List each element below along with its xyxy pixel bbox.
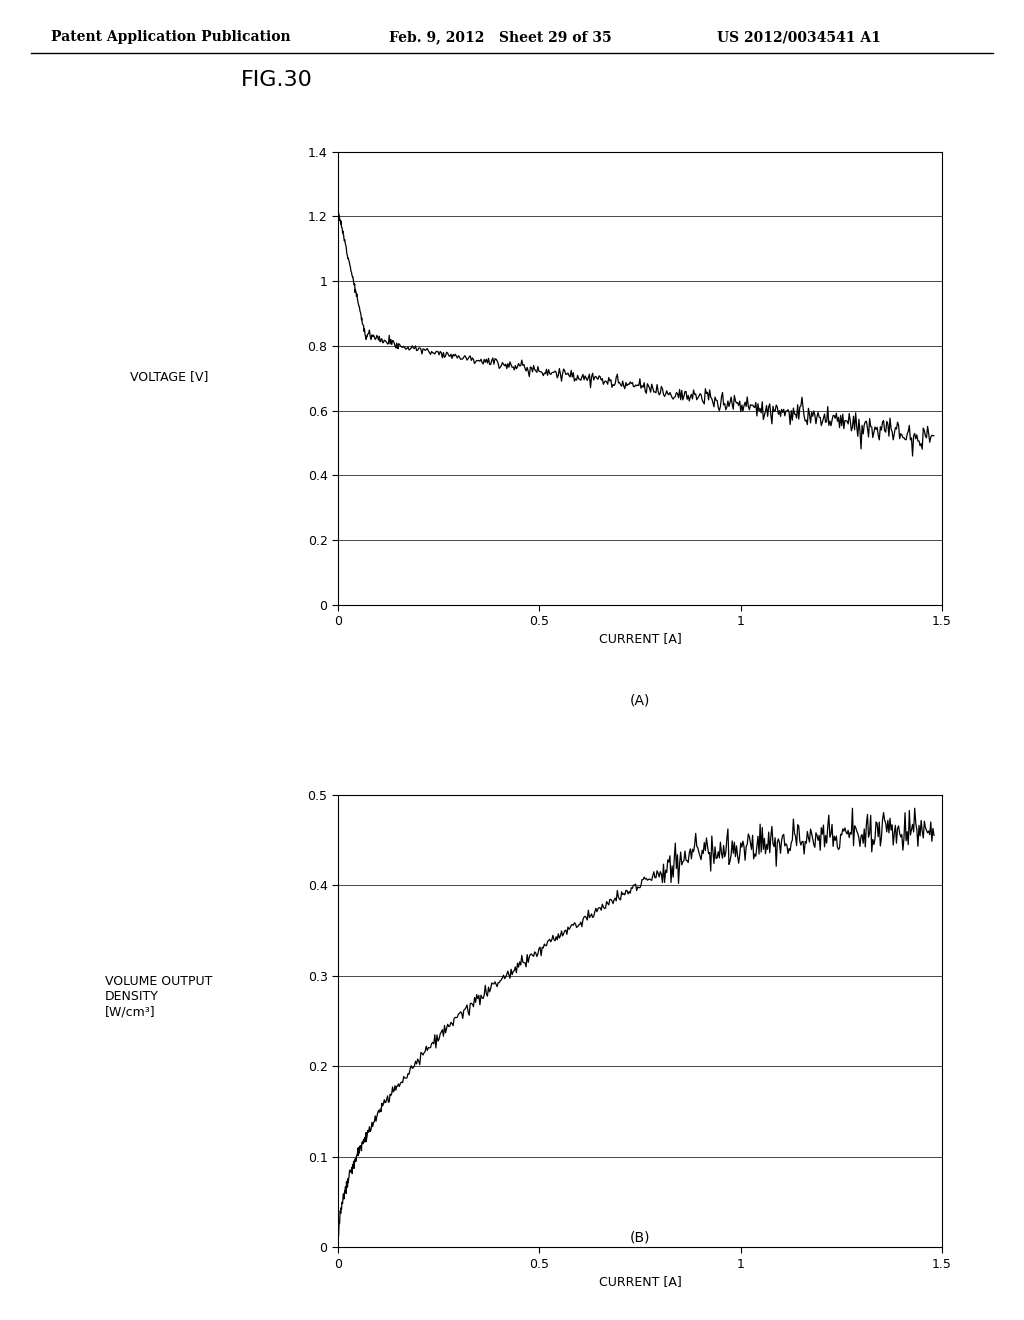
Text: (A): (A) [630,693,650,708]
X-axis label: CURRENT [A]: CURRENT [A] [599,1275,681,1288]
Text: VOLTAGE [V]: VOLTAGE [V] [130,370,208,383]
Text: VOLUME OUTPUT
DENSITY
[W/cm³]: VOLUME OUTPUT DENSITY [W/cm³] [105,975,212,1018]
Text: US 2012/0034541 A1: US 2012/0034541 A1 [717,30,881,45]
Text: (B): (B) [630,1230,650,1245]
Text: Patent Application Publication: Patent Application Publication [51,30,291,45]
Text: Feb. 9, 2012   Sheet 29 of 35: Feb. 9, 2012 Sheet 29 of 35 [389,30,611,45]
Text: FIG.30: FIG.30 [241,70,312,90]
X-axis label: CURRENT [A]: CURRENT [A] [599,632,681,645]
